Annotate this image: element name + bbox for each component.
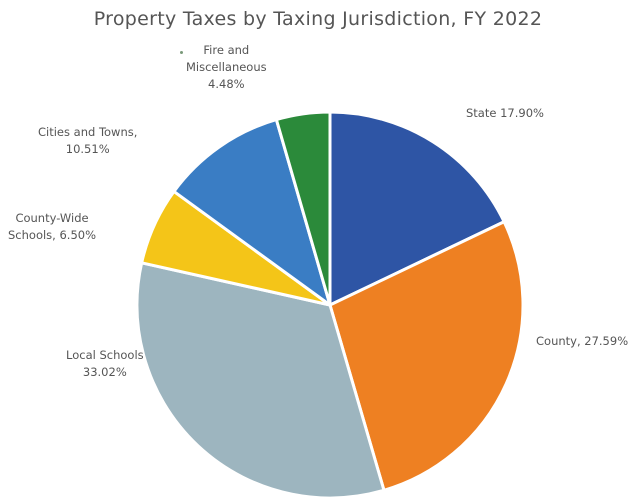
label-cities-and-towns-line-2: 10.51% xyxy=(65,142,110,156)
label-cities-and-towns-line-1: Cities and Towns, xyxy=(38,125,138,139)
label-fire-bullet xyxy=(180,51,183,54)
label-cities-and-towns: Cities and Towns, 10.51% xyxy=(38,124,137,158)
label-county-wide-schools: County-Wide Schools, 6.50% xyxy=(8,210,96,244)
label-fire-and-miscellaneous: Fire and Miscellaneous 4.48% xyxy=(186,42,267,93)
pie-slice-state xyxy=(328,110,506,307)
label-local-schools-line-2: 33.02% xyxy=(82,365,127,379)
label-local-schools-line-1: Local Schools xyxy=(66,348,144,362)
chart-title: Property Taxes by Taxing Jurisdiction, F… xyxy=(93,8,543,30)
label-county-line-1: County, 27.59% xyxy=(536,334,629,348)
label-fire-line-3: 4.48% xyxy=(208,77,245,91)
pie-slice-county xyxy=(328,220,525,492)
label-fire-line-2: Miscellaneous xyxy=(186,60,267,74)
pie-slice-local-schools xyxy=(135,261,386,500)
label-county: County, 27.59% xyxy=(536,333,628,350)
pie-slice-fire-and-miscellaneous xyxy=(274,110,332,307)
pie-slice-cities-and-towns xyxy=(172,118,332,307)
label-local-schools: Local Schools 33.02% xyxy=(66,347,144,381)
label-county-wide-schools-line-1: County-Wide xyxy=(15,211,89,225)
label-county-wide-schools-line-2: Schools, 6.50% xyxy=(8,228,97,242)
label-state: State 17.90% xyxy=(466,105,544,122)
label-state-line-1: State 17.90% xyxy=(466,106,544,120)
label-fire-line-1: Fire and xyxy=(203,43,250,57)
